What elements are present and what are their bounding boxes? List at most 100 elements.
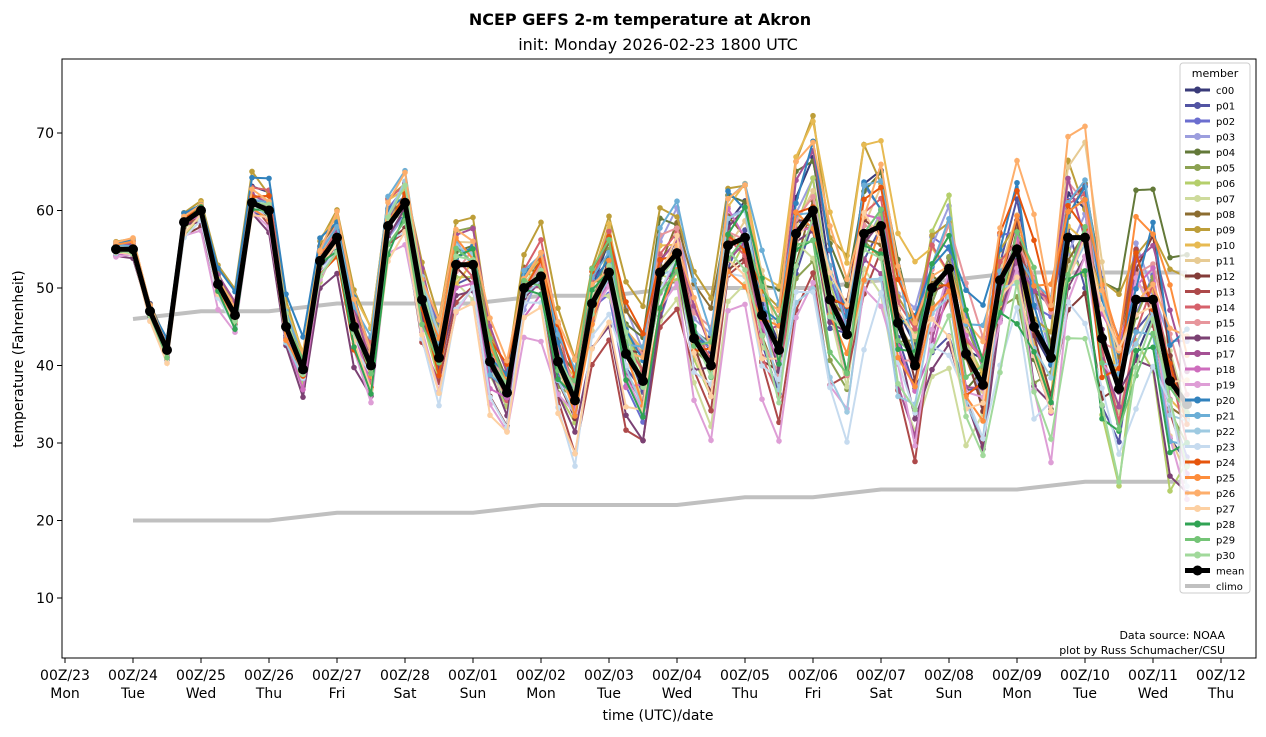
series-point-p27 bbox=[708, 393, 714, 400]
legend-marker bbox=[1194, 272, 1201, 280]
legend-label: p16 bbox=[1216, 334, 1235, 345]
legend-label: p08 bbox=[1216, 210, 1235, 221]
x-tick-label: 00Z/06 bbox=[788, 668, 838, 684]
x-tick-label: 00Z/26 bbox=[244, 668, 294, 684]
series-point-p26 bbox=[1099, 287, 1105, 294]
series-point-p30 bbox=[946, 313, 952, 319]
series-point-p18 bbox=[623, 384, 629, 391]
series-point-mean bbox=[502, 387, 512, 398]
series-point-p23 bbox=[793, 289, 799, 295]
series-point-p24 bbox=[266, 192, 272, 199]
series-point-mean bbox=[723, 240, 733, 251]
legend-label: p28 bbox=[1216, 520, 1235, 531]
series-point-mean bbox=[655, 267, 665, 278]
series-point-mean bbox=[128, 244, 138, 255]
series-point-p17 bbox=[1150, 242, 1156, 249]
legend-entry-p26: p26 bbox=[1185, 489, 1235, 500]
series-point-p29 bbox=[1150, 330, 1156, 337]
x-tick-day-label: Wed bbox=[662, 686, 693, 702]
series-point-p11 bbox=[810, 188, 816, 194]
x-tick-label: 00Z/01 bbox=[448, 668, 498, 684]
legend-marker bbox=[1194, 210, 1201, 218]
series-point-p25 bbox=[1082, 196, 1088, 203]
series-point-p19 bbox=[759, 396, 765, 403]
series-point-p30 bbox=[623, 329, 629, 335]
legend-title: member bbox=[1192, 67, 1239, 80]
series-point-mean bbox=[910, 360, 920, 371]
legend-entry-p19: p19 bbox=[1185, 381, 1235, 392]
series-point-p30 bbox=[1099, 402, 1105, 408]
legend-label: p14 bbox=[1216, 303, 1235, 314]
x-tick-label: 00Z/05 bbox=[720, 668, 770, 684]
series-point-p09 bbox=[606, 213, 612, 220]
series-point-p19 bbox=[929, 326, 935, 333]
series-point-p09 bbox=[810, 112, 816, 119]
series-point-p24 bbox=[1065, 202, 1071, 209]
series-point-p25 bbox=[963, 393, 969, 400]
series-point-p20 bbox=[317, 235, 323, 241]
series-point-p30 bbox=[912, 406, 918, 413]
legend-label: p23 bbox=[1216, 443, 1235, 454]
series-point-p28 bbox=[1048, 399, 1054, 406]
series-point-p24 bbox=[861, 196, 867, 203]
series-point-p10 bbox=[810, 118, 816, 125]
series-point-p06 bbox=[1116, 483, 1122, 489]
series-point-p26 bbox=[725, 195, 731, 202]
series-point-mean bbox=[1097, 333, 1107, 344]
legend-label: p18 bbox=[1216, 365, 1235, 376]
series-point-p16 bbox=[572, 429, 578, 435]
series-point-p07 bbox=[725, 298, 731, 305]
series-point-mean bbox=[978, 379, 988, 390]
series-point-p14 bbox=[657, 251, 663, 257]
series-point-p23 bbox=[1116, 451, 1122, 457]
series-point-p20 bbox=[1133, 285, 1139, 292]
series-point-p18 bbox=[453, 285, 459, 291]
series-point-p27 bbox=[827, 269, 833, 276]
legend-entry-p30: p30 bbox=[1185, 551, 1235, 562]
series-point-p23 bbox=[1031, 416, 1037, 422]
series-point-p15 bbox=[1150, 261, 1156, 267]
legend-label: p15 bbox=[1216, 319, 1235, 330]
series-point-mean bbox=[536, 271, 546, 282]
y-axis-label: temperature (Fahrenheit) bbox=[11, 270, 27, 447]
legend-marker bbox=[1194, 443, 1201, 450]
series-point-p29 bbox=[606, 236, 612, 243]
series-point-mean bbox=[740, 232, 750, 243]
legend-marker bbox=[1194, 226, 1201, 233]
series-point-p26 bbox=[1167, 325, 1173, 332]
series-point-p25 bbox=[1133, 213, 1139, 220]
series-point-p19 bbox=[708, 437, 714, 444]
series-point-p26 bbox=[1048, 302, 1054, 309]
series-point-mean bbox=[1131, 294, 1141, 305]
series-point-p29 bbox=[1099, 360, 1105, 366]
series-point-p12 bbox=[1082, 290, 1088, 297]
legend-box bbox=[1179, 62, 1251, 594]
series-point-p25 bbox=[861, 277, 867, 283]
legend-marker bbox=[1194, 412, 1201, 419]
series-point-p26 bbox=[810, 139, 816, 146]
legend: member c00 p01 p02 p03 p04 p05 p06 p07 p08 p09 p10 p… bbox=[1179, 62, 1251, 594]
series-point-p21 bbox=[487, 372, 493, 378]
x-tick-day-label: Thu bbox=[731, 686, 758, 702]
series-point-mean bbox=[366, 360, 376, 371]
series-point-p09 bbox=[538, 219, 544, 226]
x-tick-day-label: Mon bbox=[1002, 686, 1032, 702]
series-point-p28 bbox=[725, 231, 731, 238]
series-point-p14 bbox=[912, 326, 918, 332]
legend-entry-p21: p21 bbox=[1185, 412, 1235, 423]
series-point-p30 bbox=[759, 332, 765, 339]
series-point-p24 bbox=[640, 330, 646, 337]
series-point-p14 bbox=[538, 237, 544, 243]
series-point-p09 bbox=[249, 168, 255, 175]
legend-marker bbox=[1194, 365, 1201, 373]
series-point-p21 bbox=[1082, 177, 1088, 183]
legend-entry-climo: climo bbox=[1185, 582, 1243, 593]
series-point-p09 bbox=[623, 279, 629, 285]
chart-subtitle: init: Monday 2026-02-23 1800 UTC bbox=[518, 35, 798, 54]
legend-entry-p12: p12 bbox=[1185, 272, 1235, 283]
series-point-mean bbox=[876, 221, 886, 231]
series-point-p28 bbox=[640, 414, 646, 420]
series-point-p26 bbox=[827, 223, 833, 229]
series-point-p27 bbox=[759, 355, 765, 362]
series-point-p27 bbox=[623, 404, 629, 410]
